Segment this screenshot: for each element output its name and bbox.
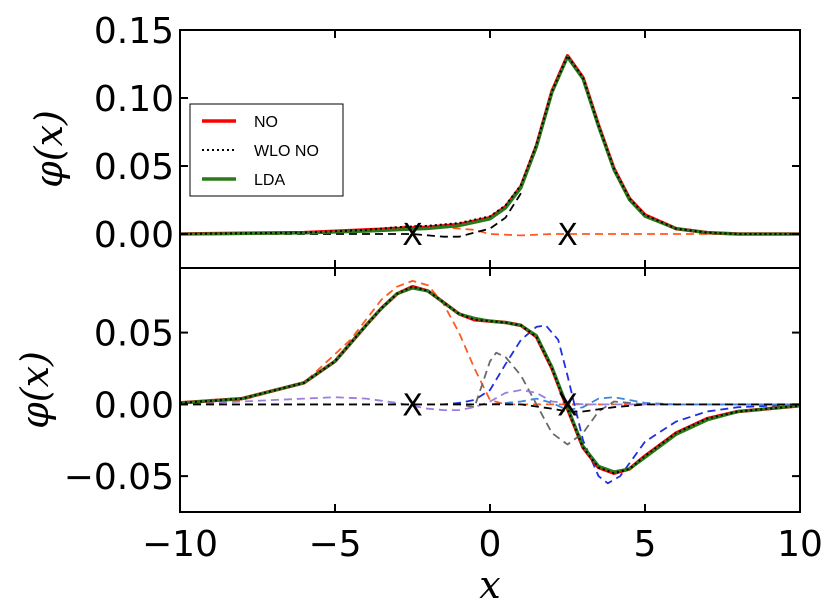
atom-marker: X [402, 218, 423, 253]
bottom-panel: X X −0.05 0.00 0.05 −10 −5 0 5 10 φ(x) x [13, 267, 823, 607]
atom-marker: X [557, 218, 578, 253]
y-tick-label: −0.05 [64, 457, 174, 498]
series-line-orbital-orange-dashed [180, 224, 800, 237]
y-tick-label: 0.10 [94, 79, 174, 120]
series-line-orbital-black-dashed [180, 403, 800, 413]
y-tick-label: 0.15 [94, 11, 174, 52]
y-axis-label: φ(x) [13, 351, 57, 429]
series-line-orbital-blue-dashed [180, 324, 800, 485]
x-tick-label: 0 [479, 524, 502, 565]
series-line-orbital-orange-dashed [180, 279, 800, 406]
x-tick-label: 5 [634, 524, 657, 565]
legend-label: LDA [254, 172, 285, 189]
series-line-orbital-black-dashed [180, 192, 522, 238]
y-tick-label: 0.00 [94, 215, 174, 256]
x-tick-label: 10 [777, 524, 823, 565]
legend-label: NO [254, 114, 278, 131]
series-line-lda [180, 55, 800, 236]
x-tick-label: −10 [142, 524, 218, 565]
atom-marker: X [402, 388, 423, 423]
y-tick-label: 0.05 [94, 314, 174, 355]
series-line-wlo-no [180, 54, 800, 235]
x-axis-label: x [479, 563, 500, 607]
top-panel: X X 0.00 0.05 0.10 0.15 φ(x) NO WLO NO LDA [27, 11, 801, 269]
series-line-orbital-purple-dashed [180, 389, 800, 412]
y-tick-label: 0.05 [94, 147, 174, 188]
legend-label: WLO NO [254, 143, 319, 160]
series-line-wlo-no [180, 285, 800, 475]
atom-marker: X [557, 388, 578, 423]
series-line-no [180, 284, 800, 475]
series-line-lda [180, 286, 800, 474]
x-tick-label: −5 [308, 524, 361, 565]
legend: NO WLO NO LDA [189, 103, 344, 197]
y-tick-label: 0.00 [94, 385, 174, 426]
y-axis-label: φ(x) [27, 110, 71, 188]
